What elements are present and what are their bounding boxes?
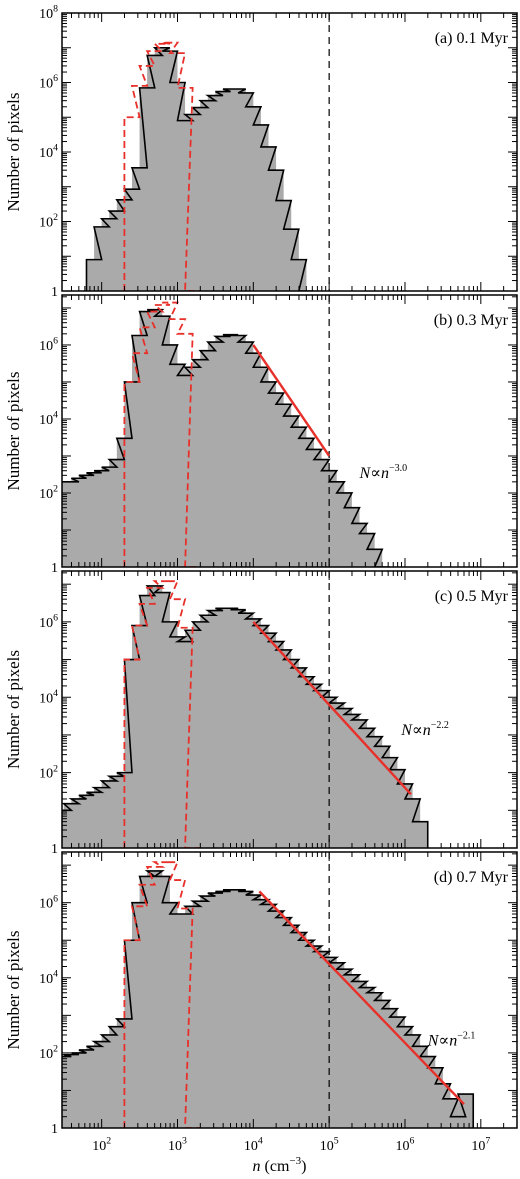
y-tick-label: 104: [39, 968, 58, 986]
y-axis-label: Number of pixels: [4, 650, 23, 769]
power-law-fit-line: [258, 890, 465, 1106]
y-tick-label: 106: [39, 613, 58, 631]
panel-3: 1 102 104 106 Number of pixels (c) 0.5 Myr N∝n…: [4, 570, 518, 857]
x-tick-label: 107: [471, 1136, 490, 1154]
initial-distribution-dashed: [123, 301, 201, 567]
x-tick-label: 103: [168, 1136, 187, 1154]
panel-plot-area: [62, 852, 475, 1128]
y-tick-label: 106: [39, 73, 58, 91]
y-axis-label: Number of pixels: [4, 93, 23, 212]
histogram-bar: [291, 259, 307, 291]
fit-label: N∝n−2.1: [427, 1030, 476, 1049]
histogram-outline: [62, 585, 429, 848]
y-tick-label: 1: [51, 285, 58, 300]
panel-plot-area: [62, 295, 390, 567]
histogram-bar: [367, 549, 383, 567]
panel-plot-area: [85, 13, 330, 291]
histogram-bar: [412, 821, 428, 848]
x-tick-label: 105: [320, 1136, 339, 1154]
y-tick-label: 106: [39, 336, 58, 354]
x-axis-label: n (cm−3): [253, 1155, 307, 1175]
fit-label: N∝n−2.2: [400, 720, 449, 739]
panel-label: (c) 0.5 Myr: [435, 588, 509, 605]
initial-distribution-dashed: [123, 41, 201, 291]
x-tick-label: 104: [244, 1136, 263, 1154]
panel-label: (b) 0.3 Myr: [434, 312, 509, 329]
panel-label: (a) 0.1 Myr: [435, 30, 509, 47]
y-tick-label: 106: [39, 893, 58, 911]
y-tick-label: 1: [51, 561, 58, 576]
x-axis-tick-labels: 102 103 104 105 106 107: [92, 1136, 490, 1154]
panel-label: (d) 0.7 Myr: [434, 869, 509, 886]
panels-group: 1 102 104 106 108 Number of pixels (a) 0.1 Myr…: [4, 4, 518, 1137]
x-tick-label: 106: [396, 1136, 415, 1154]
y-tick-label: 108: [39, 4, 58, 22]
y-tick-label: 104: [39, 688, 58, 706]
panel-1: 1 102 104 106 108 Number of pixels (a) 0.1 Myr: [4, 4, 518, 300]
y-axis-label: Number of pixels: [4, 931, 23, 1050]
y-tick-label: 1: [51, 1122, 58, 1137]
y-tick-label: 104: [39, 143, 58, 161]
initial-distribution-dashed: [123, 580, 201, 848]
power-law-fit-line: [252, 621, 412, 796]
y-tick-label: 102: [39, 212, 58, 230]
y-axis-label: Number of pixels: [4, 372, 23, 491]
panel-plot-area: [62, 571, 429, 848]
initial-distribution-dashed: [123, 861, 201, 1128]
histogram-outline: [62, 308, 390, 567]
panel-4: 1 102 104 106 Number of pixels (d) 0.7 Myr N∝n…: [4, 851, 518, 1137]
fit-label: N∝n−3.0: [358, 463, 407, 482]
power-law-fit-line: [252, 344, 331, 457]
y-tick-label: 102: [39, 763, 58, 781]
histogram-outline: [62, 870, 475, 1128]
y-tick-label: 1: [51, 842, 58, 857]
y-tick-label: 104: [39, 410, 58, 428]
y-tick-label: 102: [39, 1044, 58, 1062]
x-tick-label: 102: [92, 1136, 111, 1154]
y-tick-label: 102: [39, 484, 58, 502]
panel-2: 1 102 104 106 Number of pixels (b) 0.3 Myr N∝n…: [4, 294, 518, 576]
